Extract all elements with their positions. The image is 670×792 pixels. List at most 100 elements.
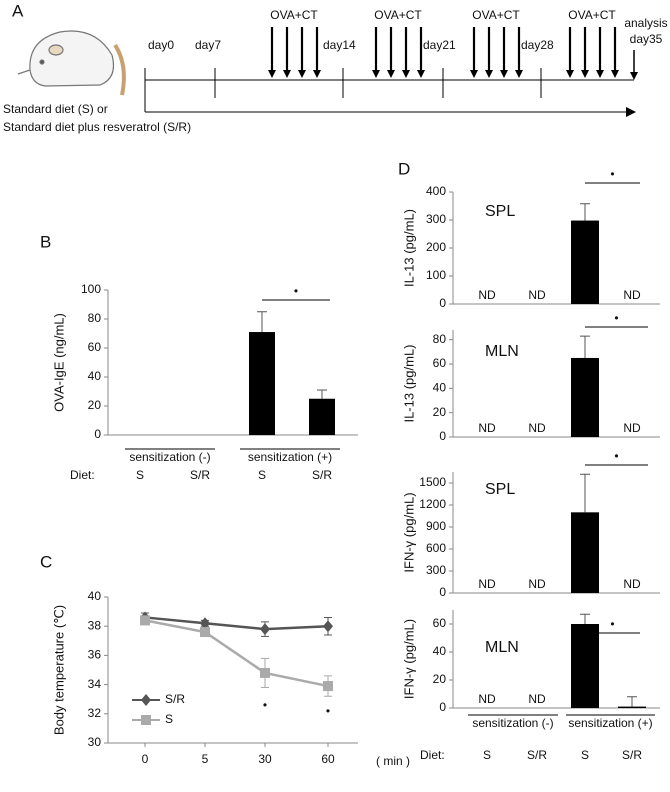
- y-tick-label: 0: [439, 429, 446, 443]
- error-bar: [580, 613, 590, 624]
- bar: [571, 512, 599, 593]
- value-label: ND: [478, 288, 496, 302]
- significance-mark: •: [294, 284, 298, 298]
- y-tick-label: 80: [433, 332, 447, 346]
- group-label: sensitization (-): [129, 450, 210, 464]
- error-bar: [580, 335, 590, 358]
- arrow-head: [485, 70, 493, 78]
- y-tick-label: 60: [88, 340, 102, 354]
- arrow-head: [515, 70, 523, 78]
- panel-letter: A: [12, 1, 24, 20]
- y-tick-label: 300: [426, 563, 446, 577]
- value-label: ND: [623, 288, 641, 302]
- y-tick-label: 40: [88, 369, 102, 383]
- immunization-label: OVA+CT: [472, 8, 520, 22]
- y-tick-label: 400: [426, 184, 446, 198]
- group-label: sensitization (-): [472, 716, 553, 730]
- tissue-label: MLN: [485, 639, 519, 656]
- y-tick-label: 1500: [419, 475, 446, 489]
- mouse-illustration: [17, 30, 126, 96]
- y-tick-label: 20: [88, 398, 102, 412]
- bar: [571, 220, 599, 304]
- marker: [260, 667, 270, 678]
- significance-mark: •: [614, 311, 618, 325]
- arrow-head: [402, 70, 410, 78]
- y-tick-label: 0: [94, 427, 101, 441]
- x-tick-label: S/R: [312, 468, 332, 482]
- y-tick-label: 900: [426, 519, 446, 533]
- immunization-label: OVA+CT: [270, 8, 318, 22]
- significance-mark: •: [610, 617, 614, 631]
- arrow-head: [298, 70, 306, 78]
- day-label: day28: [521, 38, 554, 52]
- x-tick-label: 0: [142, 752, 149, 766]
- x-tick-label: S: [258, 468, 266, 482]
- arrow-head: [596, 70, 604, 78]
- x-tick-label: S/R: [622, 748, 642, 762]
- day-label: day21: [423, 38, 456, 52]
- arrow-head: [581, 70, 589, 78]
- legend-label: S: [165, 712, 173, 726]
- error-bar: [627, 696, 637, 707]
- y-tick-label: 38: [88, 618, 102, 632]
- significance-mark: •: [263, 698, 267, 712]
- diet-label: Diet:: [70, 468, 95, 482]
- significance-mark: •: [610, 167, 614, 181]
- value-label: ND: [623, 577, 641, 591]
- y-tick-label: 0: [439, 700, 446, 714]
- bar: [618, 706, 646, 708]
- y-tick-label: 200: [426, 240, 446, 254]
- diet-text: Standard diet plus resveratrol (S/R): [3, 120, 191, 134]
- y-tick-label: 600: [426, 541, 446, 555]
- marker: [323, 681, 333, 692]
- y-tick-label: 1200: [419, 497, 446, 511]
- y-tick-label: 300: [426, 212, 446, 226]
- y-tick-label: 60: [433, 356, 447, 370]
- x-tick-label: 5: [202, 752, 209, 766]
- marker: [200, 617, 210, 630]
- x-tick-label: S/R: [527, 748, 547, 762]
- marker: [260, 623, 270, 636]
- series-line: [144, 619, 329, 688]
- immunization-label: OVA+CT: [374, 8, 422, 22]
- y-tick-label: 40: [433, 644, 447, 658]
- legend-label: S/R: [165, 692, 185, 706]
- day-label: day0: [148, 38, 174, 52]
- arrow-head: [500, 70, 508, 78]
- x-tick-label: S: [483, 748, 491, 762]
- y-tick-label: 40: [88, 589, 102, 603]
- analysis-day-label: day35: [630, 32, 663, 46]
- x-tick-label: S: [136, 468, 144, 482]
- significance-mark: •: [614, 449, 618, 463]
- panel-letter: B: [40, 232, 51, 251]
- panel-letter: D: [398, 159, 410, 178]
- x-tick-label: S: [581, 748, 589, 762]
- value-label: ND: [528, 577, 546, 591]
- y-axis-label: IFN-γ (pg/mL): [401, 619, 416, 699]
- x-tick-label: 30: [258, 752, 272, 766]
- day-label: day7: [195, 38, 221, 52]
- bar: [571, 624, 599, 708]
- y-tick-label: 100: [426, 268, 446, 282]
- value-label: ND: [478, 421, 496, 435]
- y-tick-label: 36: [88, 648, 102, 662]
- day-label: day14: [323, 38, 356, 52]
- y-tick-label: 40: [433, 381, 447, 395]
- diet-text: Standard diet (S) or: [3, 102, 108, 116]
- diet-arrow-head: [626, 107, 636, 117]
- error-bar: [580, 473, 590, 513]
- y-axis-label: OVA-IgE (ng/mL): [51, 313, 66, 412]
- value-label: ND: [528, 692, 546, 706]
- arrow-head: [372, 70, 380, 78]
- error-bar: [257, 311, 267, 333]
- arrow-head: [470, 70, 478, 78]
- y-tick-label: 20: [433, 405, 447, 419]
- arrow-head: [268, 70, 276, 78]
- error-bar: [580, 203, 590, 221]
- x-tick-label: 60: [321, 752, 335, 766]
- y-tick-label: 0: [439, 296, 446, 310]
- immunization-label: OVA+CT: [568, 8, 616, 22]
- y-axis-label: IL-13 (pg/mL): [401, 344, 416, 422]
- significance-mark: •: [326, 704, 330, 718]
- bar: [571, 357, 599, 437]
